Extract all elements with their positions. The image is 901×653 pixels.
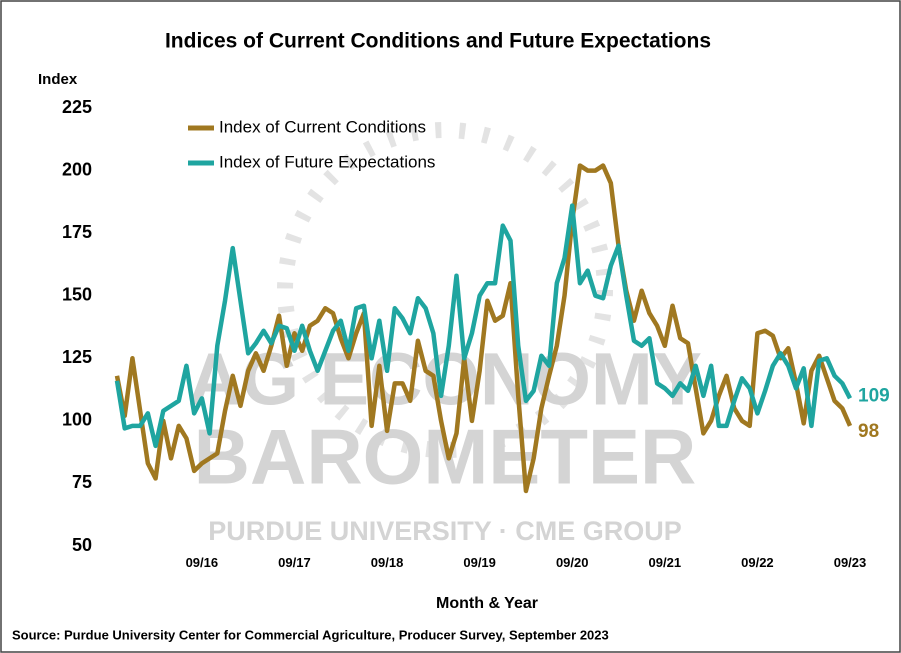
y-tick-label: 225: [62, 97, 92, 117]
x-tick-label: 09/20: [555, 555, 589, 570]
x-tick-label: 09/17: [278, 555, 311, 570]
y-axis-title: Index: [38, 71, 78, 88]
end-label: 98: [858, 421, 879, 442]
end-label: 109: [858, 385, 890, 406]
series-line: [114, 163, 853, 494]
y-tick-label: 50: [72, 535, 92, 555]
series-line: [114, 203, 853, 449]
legend-label: Index of Future Expectations: [219, 152, 435, 171]
watermark: AG ECONOMY BAROMETER PURDUE UNIVERSITY ·…: [188, 122, 702, 546]
legend-label: Index of Current Conditions: [219, 117, 426, 136]
watermark-text: PURDUE UNIVERSITY · CME GROUP: [208, 516, 682, 546]
y-tick-label: 175: [62, 222, 92, 242]
watermark-text: BAROMETER: [194, 413, 697, 501]
y-tick-label: 125: [62, 347, 92, 367]
x-tick-label: 09/23: [833, 555, 867, 570]
x-axis-title: Month & Year: [436, 595, 538, 612]
x-tick-label: 09/19: [463, 555, 496, 570]
x-tick-label: 09/22: [741, 555, 774, 570]
source-note: Source: Purdue University Center for Com…: [12, 627, 609, 642]
x-tick-label: 09/16: [185, 555, 219, 570]
y-tick-label: 200: [62, 159, 92, 179]
y-tick-label: 100: [62, 410, 92, 430]
y-tick-label: 150: [62, 284, 92, 304]
chart-title: Indices of Current Conditions and Future…: [165, 30, 711, 53]
y-tick-label: 75: [72, 472, 92, 492]
x-tick-label: 09/21: [648, 555, 682, 570]
x-tick-label: 09/18: [370, 555, 404, 570]
